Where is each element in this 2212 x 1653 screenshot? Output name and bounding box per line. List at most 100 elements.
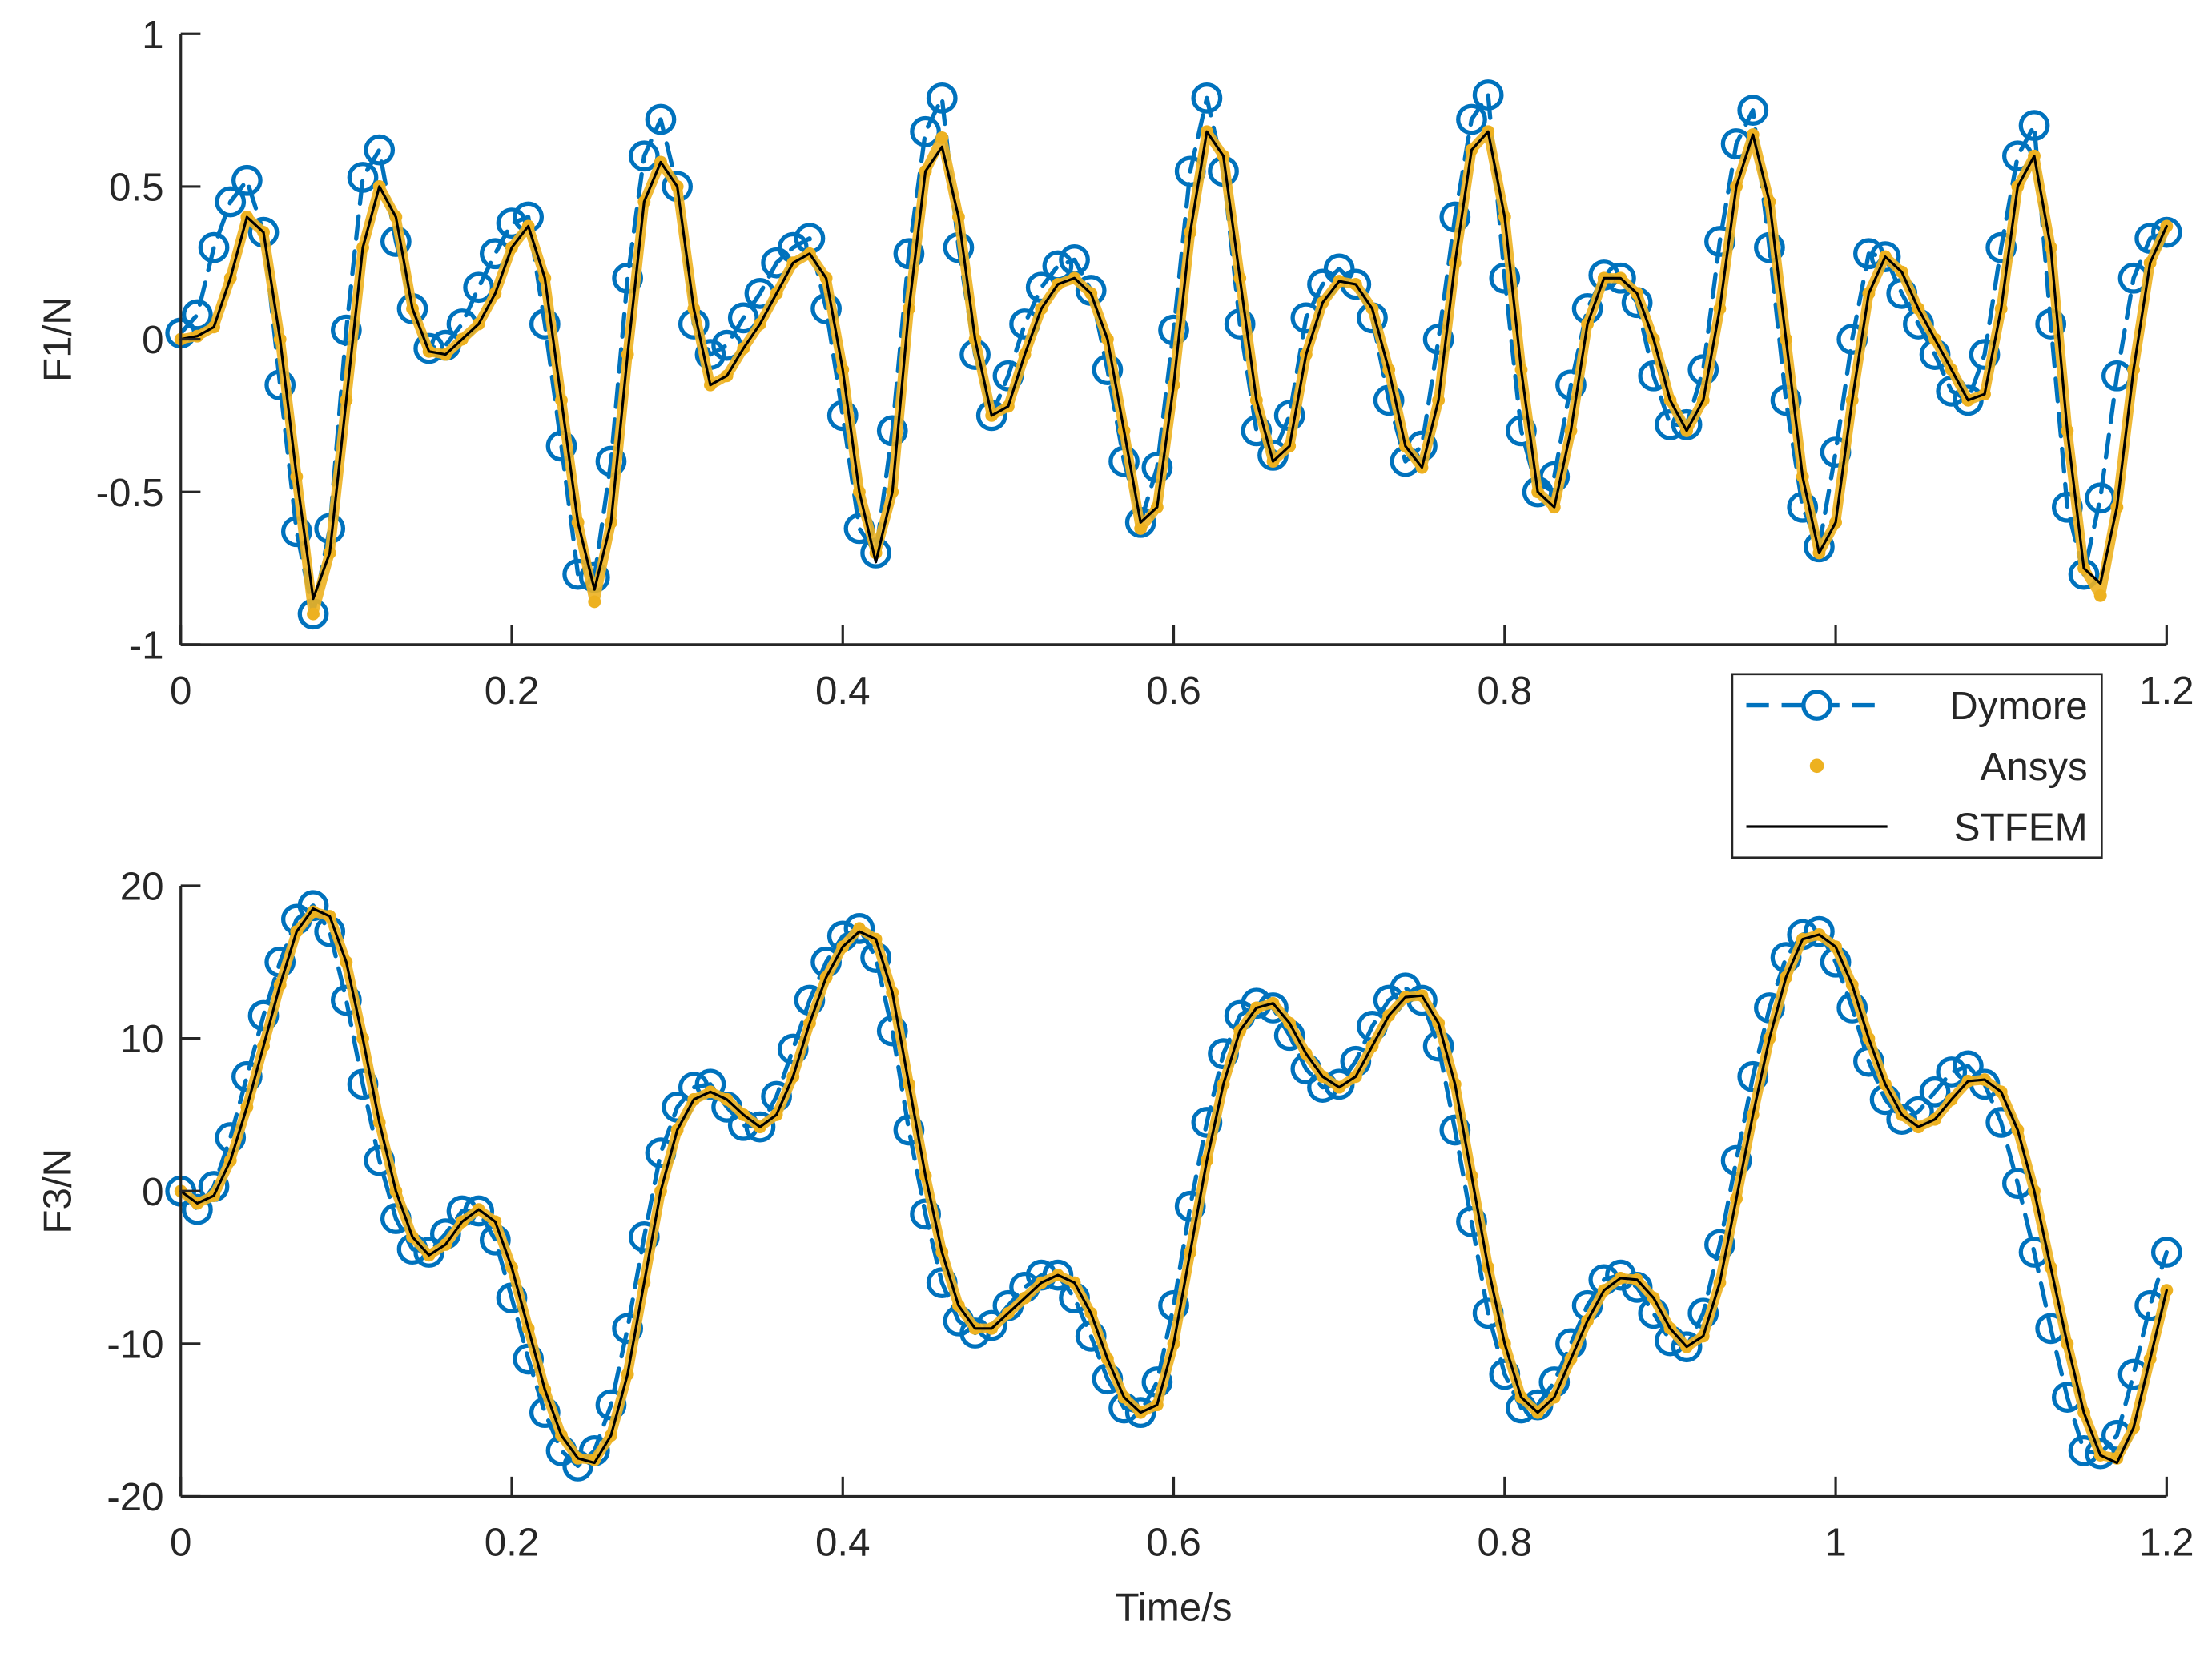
- marker: [198, 231, 230, 263]
- series-ansys: [174, 905, 2174, 1466]
- marker: [2018, 110, 2050, 142]
- marker: [1191, 1107, 1223, 1138]
- x-tick-label: 0.8: [1478, 1520, 1533, 1564]
- marker: [463, 271, 495, 304]
- x-tick-label: 1: [1824, 1520, 1846, 1564]
- x-tick-label: 1.2: [2139, 1520, 2194, 1564]
- marker: [893, 238, 925, 270]
- marker: [231, 164, 263, 196]
- marker: [727, 302, 759, 334]
- marker: [612, 1313, 644, 1345]
- marker: [910, 1198, 941, 1230]
- marker: [1869, 241, 1901, 272]
- marker: [1671, 1331, 1703, 1363]
- y-tick-label: 20: [120, 865, 164, 909]
- legend: Dymore Ansys STFEM: [1731, 673, 2103, 859]
- legend-label: STFEM: [1954, 806, 2088, 850]
- marker: [182, 1193, 213, 1225]
- marker: [1506, 415, 1537, 447]
- marker: [1174, 1190, 1206, 1222]
- marker: [1985, 231, 2017, 263]
- x-tick-label: 0.2: [485, 669, 540, 713]
- x-tick-label: 0.4: [815, 1520, 871, 1564]
- y-tick-label: -0.5: [96, 471, 164, 515]
- marker: [893, 1114, 925, 1146]
- marker: [2035, 308, 2067, 340]
- line: [179, 907, 2168, 1465]
- legend-marker: [1801, 690, 1832, 721]
- legend-label: Ansys: [1980, 745, 2087, 789]
- marker: [1489, 262, 1521, 294]
- marker: [1456, 103, 1487, 135]
- marker: [628, 1221, 660, 1253]
- marker: [1439, 1114, 1471, 1146]
- x-tick-label: 0.6: [1146, 1520, 1201, 1564]
- series-ansys: [174, 125, 2174, 621]
- legend-marker: [1809, 758, 1824, 774]
- x-tick-label: 0: [170, 1520, 191, 1564]
- x-tick-label: 0.6: [1146, 669, 1201, 713]
- marker: [1456, 1205, 1487, 1237]
- marker: [588, 595, 601, 609]
- marker: [280, 516, 312, 548]
- y-tick-label: -1: [129, 623, 164, 667]
- marker: [463, 1195, 495, 1227]
- x-tick-label: 0.2: [485, 1520, 540, 1564]
- marker: [347, 162, 379, 193]
- marker: [1770, 384, 1802, 416]
- marker: [744, 1111, 776, 1143]
- marker: [330, 314, 362, 346]
- marker: [215, 186, 247, 218]
- marker: [1671, 408, 1703, 440]
- marker: [1919, 1076, 1951, 1108]
- x-axis-label: Time/s: [1116, 1585, 1233, 1629]
- marker: [1124, 1397, 1156, 1429]
- series-dymore: [165, 890, 2182, 1482]
- marker: [1804, 915, 1835, 947]
- y-tick-label: 0: [142, 1170, 163, 1214]
- marker: [1737, 95, 1769, 126]
- y-tick-label: 10: [120, 1017, 164, 1061]
- y-axis-label: F1/N: [35, 296, 79, 382]
- marker: [1936, 1056, 1968, 1088]
- marker: [2150, 216, 2182, 248]
- x-tick-label: 0: [170, 669, 191, 713]
- marker: [910, 115, 941, 147]
- y-tick-label: 0: [142, 318, 163, 362]
- x-tick-label: 0.4: [815, 669, 871, 713]
- line: [175, 907, 2172, 1465]
- y-axis-label: F3/N: [35, 1148, 79, 1234]
- line: [175, 127, 2172, 619]
- marker: [612, 262, 644, 294]
- line: [179, 92, 2169, 617]
- series-stfem: [179, 907, 2168, 1465]
- y-tick-label: -10: [107, 1322, 163, 1366]
- line: [179, 130, 2168, 601]
- marker: [413, 332, 445, 364]
- marker: [1042, 1259, 1074, 1291]
- series-stfem: [179, 130, 2168, 601]
- marker: [926, 82, 958, 114]
- x-tick-label: 1.2: [2139, 669, 2194, 713]
- y-tick-label: 1: [142, 13, 163, 57]
- marker: [364, 134, 396, 166]
- y-tick-label: 0.5: [109, 166, 164, 210]
- marker: [935, 131, 949, 144]
- marker: [1472, 79, 1504, 111]
- marker: [843, 912, 875, 944]
- marker: [2150, 1237, 2182, 1268]
- y-tick-label: -20: [107, 1475, 163, 1519]
- marker: [307, 607, 320, 621]
- line: [179, 903, 2169, 1469]
- marker: [1191, 82, 1223, 114]
- marker: [1555, 369, 1587, 401]
- marker: [330, 984, 362, 1016]
- marker: [182, 299, 213, 331]
- marker: [2093, 589, 2107, 602]
- marker: [1737, 1060, 1769, 1092]
- marker: [1134, 522, 1148, 535]
- marker: [1969, 339, 2001, 370]
- marker: [628, 140, 660, 172]
